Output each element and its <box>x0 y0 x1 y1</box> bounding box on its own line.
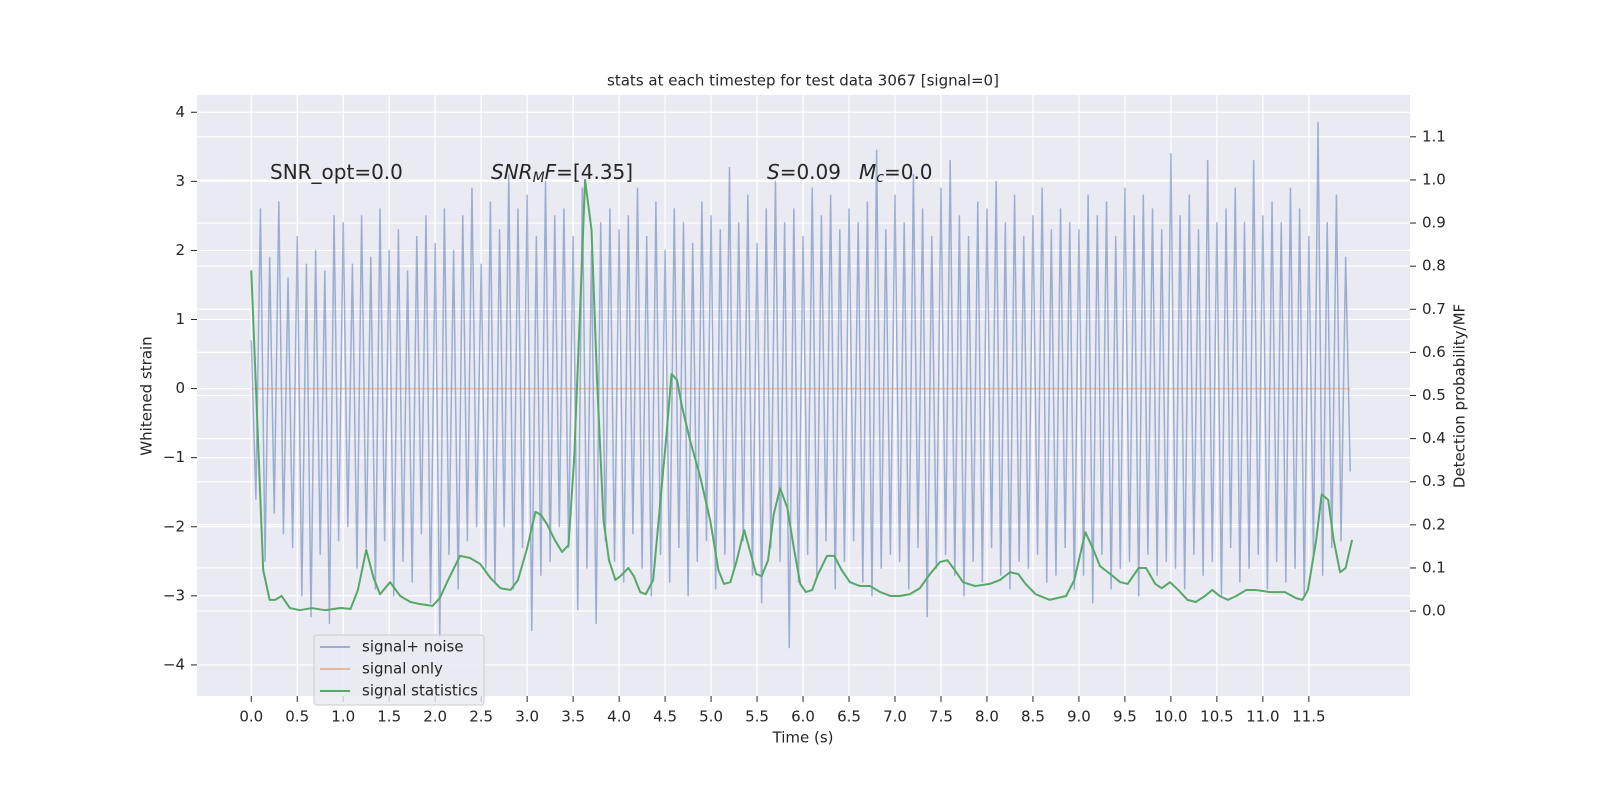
x-tick-label: 6.0 <box>791 708 815 726</box>
y2-tick-label: 0.6 <box>1422 343 1446 361</box>
x-tick-label: 8.5 <box>1021 708 1045 726</box>
x-tick-label: 8.0 <box>975 708 999 726</box>
y-tick-label: 3 <box>175 172 185 190</box>
x-tick-label: 9.0 <box>1067 708 1091 726</box>
marks <box>250 121 1354 649</box>
x-tick-label: 11.5 <box>1292 708 1325 726</box>
y2-axis-label: Detection probability/MF <box>1451 304 1469 488</box>
y-tick-label: −3 <box>163 586 185 604</box>
x-tick-label: 5.5 <box>745 708 769 726</box>
annotation-part: =0.0 <box>884 160 933 184</box>
y-axis-label: Whitened strain <box>138 336 156 455</box>
y2-tick-label: 0.2 <box>1422 515 1446 533</box>
y2-tick-label: 0.5 <box>1422 386 1446 404</box>
x-tick-label: 3.0 <box>515 708 539 726</box>
x-axis-label: Time (s) <box>772 729 834 747</box>
annotation-part: S <box>767 160 780 184</box>
x-tick-label: 1.5 <box>377 708 401 726</box>
y2-tick-label: 0.7 <box>1422 300 1446 318</box>
y2-tick-label: 0.1 <box>1422 558 1446 576</box>
x-tick-label: 0.0 <box>239 708 263 726</box>
x-tick-label: 0.5 <box>285 708 309 726</box>
y2-tick-label: 0.4 <box>1422 429 1446 447</box>
chart-title: stats at each timestep for test data 306… <box>607 72 999 90</box>
legend: signal+ noise signal only signal statistic… <box>313 634 485 706</box>
y2-tick-label: 0.9 <box>1422 214 1446 232</box>
x-tick-label: 3.5 <box>561 708 585 726</box>
y2-tick-label: 0.3 <box>1422 472 1446 490</box>
y-tick-label: 2 <box>175 241 185 259</box>
annotation: SNR_opt=0.0 <box>270 160 403 184</box>
y-tick-label: 1 <box>175 310 185 328</box>
legend-box <box>313 634 485 706</box>
annotation-part: M <box>533 170 545 186</box>
x-tick-label: 10.5 <box>1200 708 1233 726</box>
x-tick-label: 2.0 <box>423 708 447 726</box>
x-tick-label: 1.0 <box>331 708 355 726</box>
y2-tick-label: 1.1 <box>1422 127 1446 145</box>
series-line <box>250 178 1354 612</box>
y-tick-label: 4 <box>175 103 185 121</box>
y2-tick-label: 0.8 <box>1422 257 1446 275</box>
annotation-part: =0.09 <box>780 160 841 184</box>
annotation: SNRMF=[4.35] <box>491 160 633 187</box>
x-tick-label: 2.5 <box>469 708 493 726</box>
x-tick-label: 7.0 <box>883 708 907 726</box>
y-tick-label: 0 <box>175 379 185 397</box>
annotation: S=0.09 Mc=0.0 <box>767 160 933 187</box>
y2-tick-label: 1.0 <box>1422 170 1446 188</box>
y-tick-label: −2 <box>163 517 185 535</box>
y2-tick-label: 0.0 <box>1422 602 1446 620</box>
y-tick-label: −4 <box>163 655 185 673</box>
series-line <box>250 121 1351 649</box>
annotation-part: SNR <box>491 160 533 184</box>
legend-label: signal statistics <box>362 682 478 700</box>
annotation-part: =[4.35] <box>556 160 633 184</box>
annotation-part: SNR_opt=0.0 <box>270 160 403 184</box>
legend-label: signal only <box>362 660 443 678</box>
annotation-part: c <box>876 170 884 186</box>
x-tick-label: 6.5 <box>837 708 861 726</box>
x-tick-label: 5.0 <box>699 708 723 726</box>
annotation-part: M <box>859 160 876 184</box>
x-tick-label: 10.0 <box>1154 708 1187 726</box>
x-tick-label: 4.0 <box>607 708 631 726</box>
x-tick-label: 7.5 <box>929 708 953 726</box>
legend-label: signal+ noise <box>362 638 464 656</box>
annotation-part: F <box>545 160 557 184</box>
x-tick-label: 4.5 <box>653 708 677 726</box>
x-tick-label: 11.0 <box>1246 708 1279 726</box>
x-tick-label: 9.5 <box>1113 708 1137 726</box>
y-tick-label: −1 <box>163 448 185 466</box>
axes: 0.0 0.5 1.0 1.5 2.0 2.5 3.0 3.5 4.0 4.5 5.0 5.5 6.0 6… <box>163 103 1446 726</box>
